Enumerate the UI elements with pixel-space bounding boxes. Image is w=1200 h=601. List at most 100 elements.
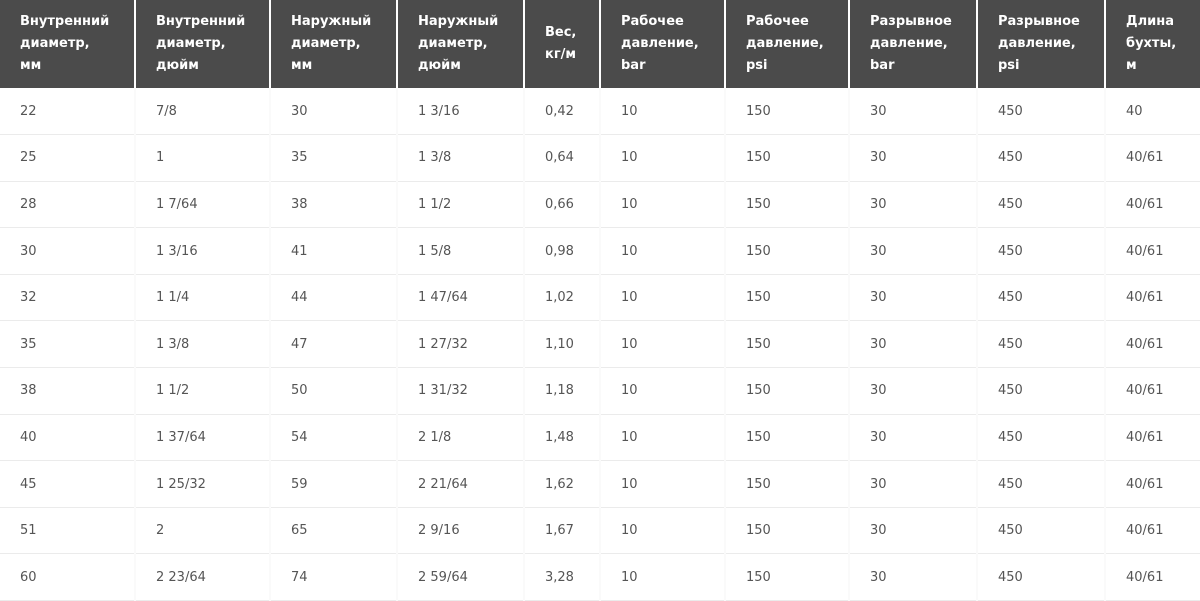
table-cell: 10 — [599, 460, 725, 508]
column-header-text: Внутренний диаметр, мм — [20, 14, 110, 73]
table-cell: 44 — [269, 274, 397, 322]
column-header-text: Рабочее давление, bar — [621, 14, 699, 73]
table-cell: 1 — [134, 134, 270, 182]
table-cell: 0,42 — [523, 88, 600, 136]
table-cell: 150 — [724, 274, 849, 322]
table-cell: 450 — [976, 320, 1105, 369]
table-row: 30 1 3/16 41 1 5/8 0,98 10 150 30 450 40/61 — [0, 227, 1200, 275]
table-cell: 450 — [976, 367, 1105, 415]
table-cell: 2 21/64 — [396, 460, 524, 508]
table-row: 28 1 7/64 38 1 1/2 0,66 10 150 30 450 40/61 — [0, 181, 1200, 229]
table-row: 38 1 1/2 50 1 31/32 1,18 10 150 30 450 40/61 — [0, 367, 1200, 415]
table-cell: 40/61 — [1104, 367, 1200, 415]
table-cell: 30 — [848, 181, 977, 229]
table-cell: 35 — [0, 320, 135, 369]
table-cell: 450 — [976, 460, 1105, 508]
table-cell: 150 — [724, 367, 849, 415]
table-cell: 450 — [976, 181, 1105, 229]
table-cell: 50 — [269, 367, 397, 415]
table-cell: 1 1/2 — [396, 181, 524, 229]
table-cell: 0,64 — [523, 134, 600, 182]
table-cell: 25 — [0, 134, 135, 182]
table-cell: 1 3/16 — [134, 227, 270, 275]
table-cell: 150 — [724, 181, 849, 229]
table-cell: 35 — [269, 134, 397, 182]
table-cell: 59 — [269, 460, 397, 508]
table-cell: 1,67 — [523, 507, 600, 555]
table-cell: 1 1/4 — [134, 274, 270, 322]
table-cell: 450 — [976, 274, 1105, 322]
table-cell: 1 3/16 — [396, 88, 524, 136]
table-cell: 450 — [976, 88, 1105, 136]
table-cell: 38 — [269, 181, 397, 229]
table-cell: 30 — [0, 227, 135, 275]
table-cell: 40/61 — [1104, 181, 1200, 229]
table-cell: 10 — [599, 320, 725, 369]
table-cell: 150 — [724, 88, 849, 136]
table-cell: 3,28 — [523, 553, 600, 601]
table-cell: 30 — [848, 553, 977, 601]
column-header: Длина бухты, м — [1104, 0, 1200, 88]
header-row: Внутренний диаметр, мм Внутренний диаметр… — [0, 0, 1200, 88]
table-row: 32 1 1/4 44 1 47/64 1,02 10 150 30 450 40/61 — [0, 274, 1200, 322]
table-cell: 1 25/32 — [134, 460, 270, 508]
column-header-text: Наружный диаметр, мм — [291, 14, 372, 73]
table-cell: 150 — [724, 460, 849, 508]
table-cell: 30 — [848, 134, 977, 182]
table-cell: 150 — [724, 227, 849, 275]
table-cell: 10 — [599, 181, 725, 229]
table-cell: 7/8 — [134, 88, 270, 136]
table-cell: 40/61 — [1104, 320, 1200, 369]
column-header-text: Длина бухты, м — [1126, 14, 1177, 73]
table-cell: 10 — [599, 414, 725, 462]
table-cell: 54 — [269, 414, 397, 462]
table-cell: 1,48 — [523, 414, 600, 462]
table-cell: 1,62 — [523, 460, 600, 508]
table-cell: 1 31/32 — [396, 367, 524, 415]
table-cell: 40/61 — [1104, 134, 1200, 182]
table-cell: 10 — [599, 227, 725, 275]
table-cell: 10 — [599, 507, 725, 555]
table-cell: 40 — [1104, 88, 1200, 136]
table-cell: 30 — [848, 227, 977, 275]
table-cell: 28 — [0, 181, 135, 229]
column-header-text: Наружный диаметр, дюйм — [418, 14, 499, 73]
table-cell: 150 — [724, 553, 849, 601]
table-cell: 40/61 — [1104, 507, 1200, 555]
table-row: 35 1 3/8 47 1 27/32 1,10 10 150 30 450 40/61 — [0, 320, 1200, 369]
table-cell: 1,10 — [523, 320, 600, 369]
column-header-text: Рабочее давление, psi — [746, 14, 824, 73]
table-cell: 30 — [848, 507, 977, 555]
table-cell: 30 — [848, 320, 977, 369]
table-cell: 150 — [724, 414, 849, 462]
column-header: Рабочее давление, psi — [724, 0, 849, 88]
table-cell: 30 — [848, 274, 977, 322]
table-cell: 1 3/8 — [134, 320, 270, 369]
table-cell: 10 — [599, 553, 725, 601]
table-cell: 1 5/8 — [396, 227, 524, 275]
table-row: 51 2 65 2 9/16 1,67 10 150 30 450 40/61 — [0, 507, 1200, 555]
table-header: Внутренний диаметр, мм Внутренний диаметр… — [0, 0, 1200, 88]
table-cell: 2 1/8 — [396, 414, 524, 462]
column-header: Рабочее давление, bar — [599, 0, 725, 88]
table-cell: 1,02 — [523, 274, 600, 322]
table-cell: 10 — [599, 367, 725, 415]
table-cell: 10 — [599, 88, 725, 136]
table-cell: 40/61 — [1104, 414, 1200, 462]
table-cell: 40/61 — [1104, 227, 1200, 275]
table-cell: 10 — [599, 134, 725, 182]
table-cell: 2 59/64 — [396, 553, 524, 601]
table-cell: 40 — [0, 414, 135, 462]
table-cell: 40/61 — [1104, 460, 1200, 508]
table-cell: 74 — [269, 553, 397, 601]
table-cell: 450 — [976, 507, 1105, 555]
table-cell: 22 — [0, 88, 135, 136]
table-row: 60 2 23/64 74 2 59/64 3,28 10 150 30 450 40/61 — [0, 553, 1200, 601]
table-cell: 32 — [0, 274, 135, 322]
table-body: 22 7/8 30 1 3/16 0,42 10 150 30 450 40 25 1 35 1 3/8 0… — [0, 88, 1200, 601]
table-cell: 65 — [269, 507, 397, 555]
table-cell: 2 9/16 — [396, 507, 524, 555]
table-row: 25 1 35 1 3/8 0,64 10 150 30 450 40/61 — [0, 134, 1200, 182]
